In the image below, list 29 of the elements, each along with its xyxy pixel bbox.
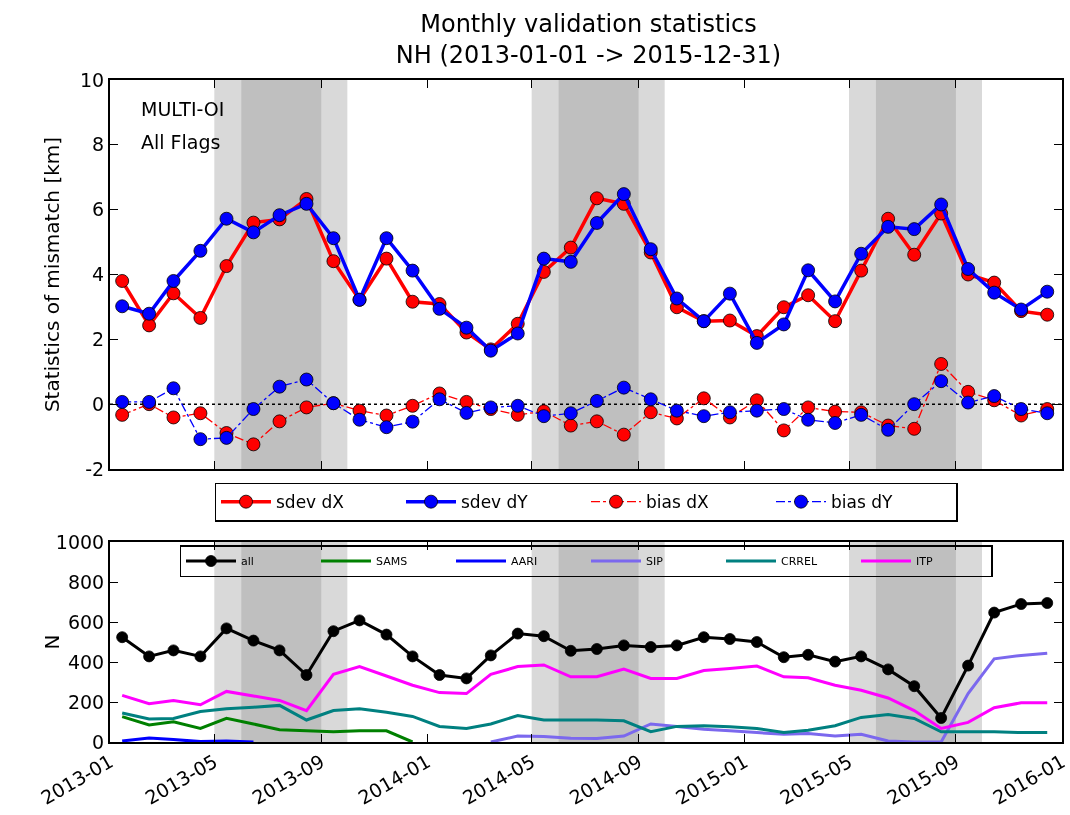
y-tick-label: 0 bbox=[92, 392, 105, 415]
y-tick-label: 2 bbox=[92, 327, 105, 350]
y-tick-label: 4 bbox=[92, 263, 105, 286]
legend-label: bias dX bbox=[646, 492, 709, 513]
legend-label: AARI bbox=[511, 555, 538, 569]
y-tick-label: 600 bbox=[67, 610, 105, 633]
y-tick-label: 8 bbox=[92, 133, 105, 156]
y-tick-label: 10 bbox=[80, 68, 105, 91]
y-tick-label: 6 bbox=[92, 198, 105, 221]
y-tick-label: 1000 bbox=[55, 530, 105, 553]
legend-label: all bbox=[241, 555, 254, 569]
y-tick-label: 0 bbox=[92, 730, 105, 753]
annotation: All Flags bbox=[141, 131, 221, 153]
y-tick-label: 200 bbox=[67, 690, 105, 713]
annotation: MULTI-OI bbox=[141, 98, 225, 120]
legend-label: CRREL bbox=[781, 555, 818, 569]
y-tick-label: -2 bbox=[85, 457, 105, 480]
legend-label: sdev dX bbox=[276, 492, 345, 513]
legend-label: SIP bbox=[646, 555, 664, 569]
y-tick-label: 400 bbox=[67, 650, 105, 673]
y-tick-label: 800 bbox=[67, 570, 105, 593]
chart-subtitle: NH (2013-01-01 -> 2015-12-31) bbox=[395, 41, 782, 69]
y-axis-title: Statistics of mismatch [km] bbox=[40, 136, 64, 413]
legend-label: SAMS bbox=[376, 555, 408, 569]
legend-label: bias dY bbox=[831, 492, 893, 513]
legend-label: sdev dY bbox=[461, 492, 529, 513]
y-axis-title: N bbox=[40, 634, 64, 650]
legend-label: ITP bbox=[916, 555, 933, 569]
chart-title: Monthly validation statistics bbox=[420, 9, 757, 38]
